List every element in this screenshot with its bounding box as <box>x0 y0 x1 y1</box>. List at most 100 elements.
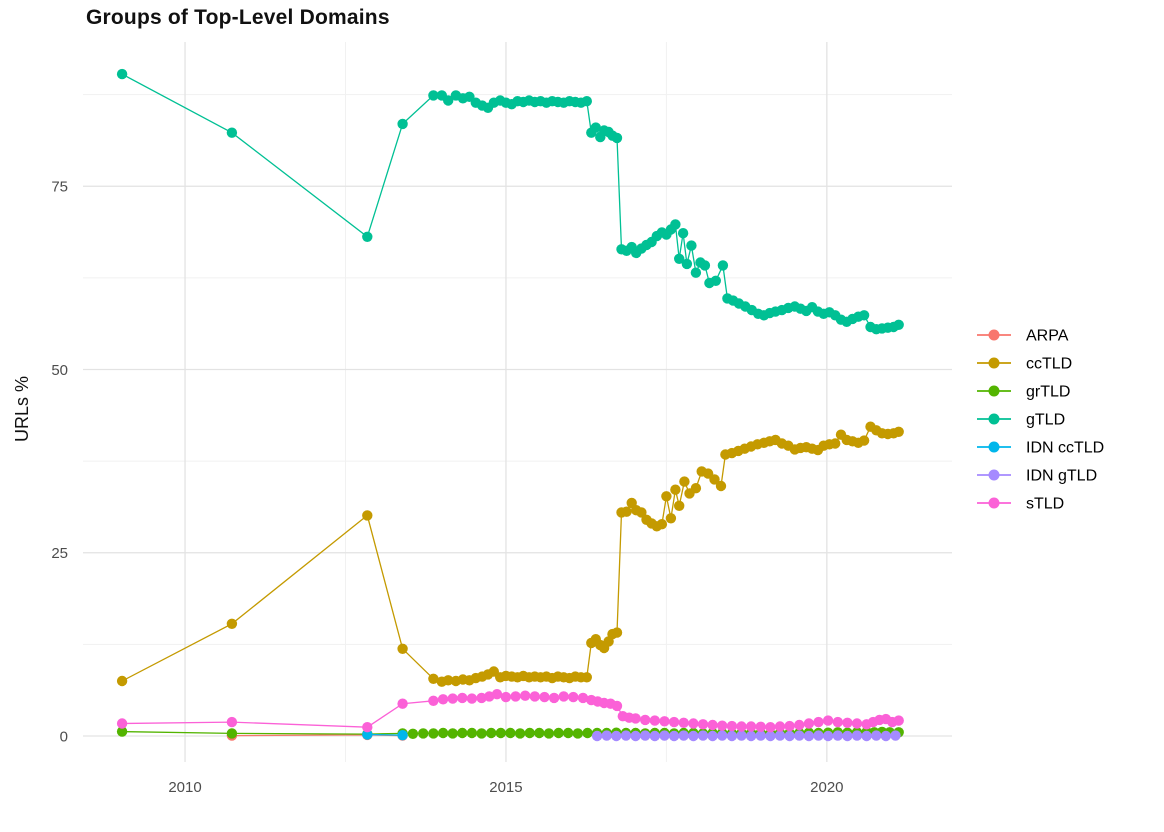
data-point-grtld <box>534 728 544 738</box>
y-axis-tick-label: 0 <box>60 728 68 745</box>
data-point-idn-gtld <box>592 731 602 741</box>
legend-label-gtld: gTLD <box>1026 412 1065 429</box>
data-point-stld <box>501 692 511 702</box>
y-axis-tick-label: 75 <box>51 179 68 196</box>
data-point-gtld <box>612 133 622 143</box>
data-point-stld <box>530 691 540 701</box>
data-point-grtld <box>408 729 418 739</box>
data-point-stld <box>539 692 549 702</box>
data-point-stld <box>794 720 804 730</box>
legend-key-dot-cctld <box>989 358 1000 369</box>
data-point-stld <box>784 721 794 731</box>
data-point-idn-gtld <box>630 731 640 741</box>
data-point-cctld <box>666 513 676 523</box>
data-point-grtld <box>457 728 467 738</box>
data-point-cctld <box>859 435 869 445</box>
data-point-idn-gtld <box>813 730 823 740</box>
data-point-cctld <box>612 627 622 637</box>
data-point-grtld <box>496 728 506 738</box>
data-point-idn-gtld <box>736 730 746 740</box>
data-point-idn-gtld <box>746 731 756 741</box>
data-point-grtld <box>515 728 525 738</box>
data-point-idn-gtld <box>804 731 814 741</box>
data-point-stld <box>520 691 530 701</box>
data-point-grtld <box>582 728 592 738</box>
data-point-gtld <box>718 260 728 270</box>
data-point-stld <box>559 691 569 701</box>
data-point-stld <box>756 722 766 732</box>
data-point-gtld <box>682 259 692 269</box>
data-point-idn-gtld <box>881 731 891 741</box>
data-point-stld <box>362 722 372 732</box>
data-point-idn-gtld <box>823 731 833 741</box>
data-point-idn-gtld <box>890 730 900 740</box>
data-point-grtld <box>573 728 583 738</box>
legend-key-dot-idn-gtld <box>989 470 1000 481</box>
data-point-idn-gtld <box>842 731 852 741</box>
data-point-stld <box>549 693 559 703</box>
data-point-cctld <box>716 481 726 491</box>
data-point-cctld <box>691 483 701 493</box>
data-point-grtld <box>544 728 554 738</box>
data-point-grtld <box>525 728 535 738</box>
data-point-stld <box>707 720 717 730</box>
data-point-stld <box>467 693 477 703</box>
data-point-stld <box>438 694 448 704</box>
data-point-idn-cctld <box>397 730 407 740</box>
data-point-grtld <box>486 728 496 738</box>
data-point-stld <box>688 718 698 728</box>
legend-key-dot-stld <box>989 498 1000 509</box>
data-point-idn-gtld <box>650 731 660 741</box>
data-point-idn-gtld <box>611 731 621 741</box>
legend-label-cctld: ccTLD <box>1026 356 1072 373</box>
legend-key-dot-grtld <box>989 386 1000 397</box>
y-axis-title: URLs % <box>12 376 33 442</box>
data-point-gtld <box>691 268 701 278</box>
data-point-idn-gtld <box>621 730 631 740</box>
chart-title: Groups of Top-Level Domains <box>86 6 390 30</box>
data-point-idn-gtld <box>861 731 871 741</box>
data-point-grtld <box>227 728 237 738</box>
data-point-cctld <box>670 485 680 495</box>
data-point-cctld <box>227 619 237 629</box>
data-point-stld <box>679 718 689 728</box>
data-point-gtld <box>397 119 407 129</box>
data-point-stld <box>117 718 127 728</box>
data-point-idn-gtld <box>679 730 689 740</box>
data-point-gtld <box>859 310 869 320</box>
data-point-grtld <box>505 728 515 738</box>
data-point-stld <box>698 719 708 729</box>
data-point-cctld <box>830 438 840 448</box>
data-point-stld <box>804 718 814 728</box>
data-point-grtld <box>418 728 428 738</box>
data-point-stld <box>852 718 862 728</box>
data-point-grtld <box>563 728 573 738</box>
data-point-stld <box>630 713 640 723</box>
data-point-stld <box>640 715 650 725</box>
data-point-stld <box>842 718 852 728</box>
data-point-idn-gtld <box>669 731 679 741</box>
data-point-stld <box>813 717 823 727</box>
data-point-stld <box>448 693 458 703</box>
data-point-grtld <box>438 728 448 738</box>
data-point-stld <box>659 716 669 726</box>
data-point-cctld <box>657 519 667 529</box>
data-point-gtld <box>894 320 904 330</box>
data-point-stld <box>736 721 746 731</box>
data-point-cctld <box>582 672 592 682</box>
data-point-stld <box>397 699 407 709</box>
data-point-idn-gtld <box>784 731 794 741</box>
data-point-idn-gtld <box>688 731 698 741</box>
series-line-idn-cctld <box>367 735 402 736</box>
data-point-idn-gtld <box>640 730 650 740</box>
x-axis-tick-label: 2010 <box>168 779 201 796</box>
data-point-idn-gtld <box>659 730 669 740</box>
data-point-stld <box>833 717 843 727</box>
data-point-stld <box>894 715 904 725</box>
data-point-idn-gtld <box>871 730 881 740</box>
data-point-gtld <box>582 96 592 106</box>
y-axis-tick-label: 50 <box>51 362 68 379</box>
data-point-gtld <box>678 228 688 238</box>
data-point-stld <box>775 721 785 731</box>
